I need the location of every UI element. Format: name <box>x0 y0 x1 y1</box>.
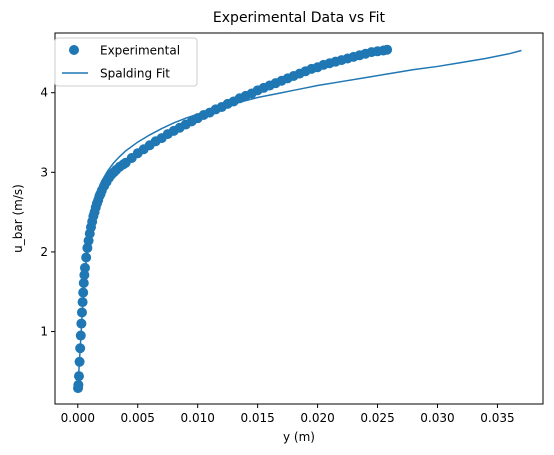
y-tick-label: 4 <box>40 86 48 100</box>
legend: Experimental Spalding Fit <box>54 37 198 87</box>
x-axis: 0.000 0.005 0.010 0.015 0.020 0.025 0.030 0.035 <box>61 404 515 425</box>
experimental-point <box>74 356 85 367</box>
experimental-point <box>73 371 84 382</box>
legend-frame <box>54 37 198 87</box>
x-tick-label: 0.010 <box>181 411 215 425</box>
experimental-point <box>73 379 84 390</box>
experimental-point <box>75 343 86 354</box>
y-axis: 1 2 3 4 <box>40 86 55 339</box>
y-tick-label: 2 <box>40 245 48 259</box>
scatter-layer <box>73 44 393 394</box>
experimental-point <box>76 318 87 329</box>
experimental-point <box>79 270 90 281</box>
experimental-point <box>79 262 90 273</box>
x-axis-label: y (m) <box>283 430 315 444</box>
experimental-point <box>78 277 89 288</box>
chart-title: Experimental Data vs Fit <box>213 10 386 26</box>
experimental-point <box>75 330 86 341</box>
fit-layer <box>77 49 522 389</box>
experimental-point <box>81 252 92 263</box>
legend-label-spalding-fit: Spalding Fit <box>100 67 170 81</box>
y-tick-label: 3 <box>40 165 48 179</box>
legend-marker-experimental <box>69 45 79 55</box>
x-tick-label: 0.030 <box>420 411 454 425</box>
experimental-point <box>382 44 393 55</box>
experimental-point <box>76 307 87 318</box>
y-tick-label: 1 <box>40 325 48 339</box>
plot-frame <box>54 32 544 405</box>
legend-label-experimental: Experimental <box>100 44 180 58</box>
experimental-point <box>78 287 89 298</box>
experimental-point <box>77 297 88 308</box>
x-tick-label: 0.005 <box>121 411 155 425</box>
x-tick-label: 0.025 <box>360 411 394 425</box>
spalding-fit-line <box>77 49 522 389</box>
x-tick-label: 0.000 <box>61 411 95 425</box>
x-tick-label: 0.015 <box>240 411 274 425</box>
plot-area: 0.000 0.005 0.010 0.015 0.020 0.025 0.030 0.035… <box>40 32 544 425</box>
x-tick-label: 0.035 <box>480 411 514 425</box>
x-tick-label: 0.020 <box>300 411 334 425</box>
y-axis-label: u_bar (m/s) <box>11 184 25 253</box>
